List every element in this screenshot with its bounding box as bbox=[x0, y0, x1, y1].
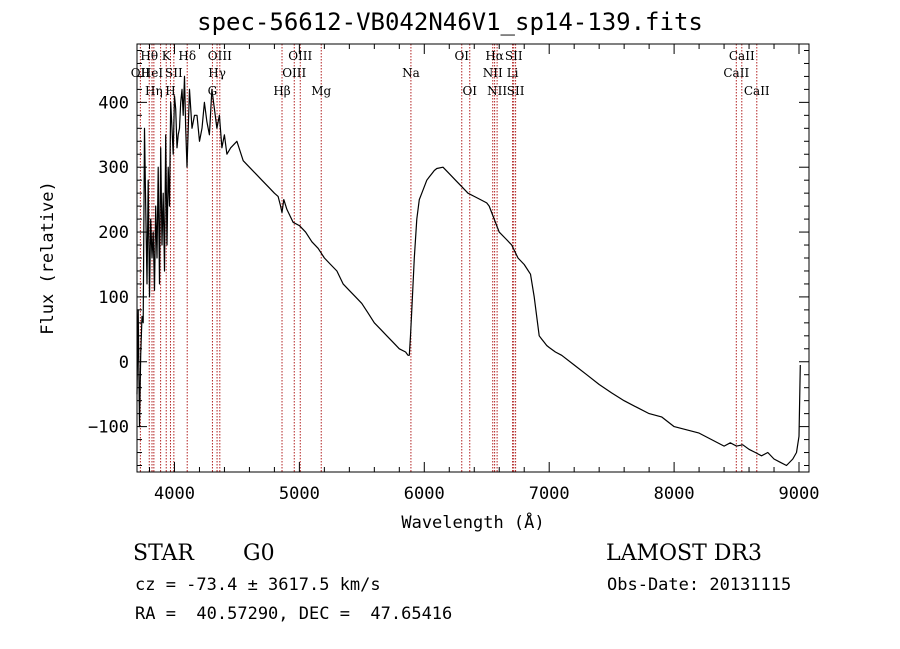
line-marker-label: CaII bbox=[744, 84, 770, 98]
line-marker-label: SII bbox=[505, 49, 523, 63]
chart-title: spec-56612-VB042N46V1_sp14-139.fits bbox=[197, 8, 703, 36]
line-marker-label: OIII bbox=[282, 66, 306, 80]
line-marker-label: OIII bbox=[288, 49, 312, 63]
line-marker-label: NII bbox=[487, 84, 507, 98]
y-tick-label: −100 bbox=[88, 418, 129, 438]
y-tick-label: 300 bbox=[98, 158, 129, 178]
series-layer bbox=[136, 75, 801, 467]
y-tick-label: 400 bbox=[98, 93, 129, 113]
line-marker-label: K bbox=[162, 49, 172, 63]
y-tick-label: 100 bbox=[98, 288, 129, 308]
line-marker-label: CaII bbox=[723, 66, 749, 80]
flux-series-line bbox=[136, 75, 801, 467]
x-tick-label: 9000 bbox=[779, 484, 820, 504]
y-axis-label: Flux (relative) bbox=[38, 181, 58, 335]
line-marker-label: Hδ bbox=[178, 49, 196, 63]
line-marker-label: OI bbox=[454, 49, 469, 63]
line-marker-label: SII bbox=[507, 84, 525, 98]
line-marker-labels: OIIHθHeIHηKHSIIHδGHγOIIIHβOIIIOIIIMgNaOI… bbox=[131, 49, 770, 98]
line-marker-label: OI bbox=[462, 84, 477, 98]
line-marker-label: Hθ bbox=[140, 49, 158, 63]
plot-frame bbox=[136, 43, 810, 473]
line-marker-label: Na bbox=[402, 66, 420, 80]
obs-date: Obs-Date: 20131115 bbox=[607, 575, 792, 595]
y-tick-label: 200 bbox=[98, 223, 129, 243]
line-marker-label: SII bbox=[165, 66, 183, 80]
line-marker-label: CaII bbox=[729, 49, 755, 63]
line-marker-label: OIII bbox=[208, 49, 232, 63]
x-tick-label: 5000 bbox=[279, 484, 320, 504]
line-marker-label: OII bbox=[131, 66, 151, 80]
line-marker-label: Li bbox=[507, 66, 519, 80]
survey-name: LAMOST DR3 bbox=[606, 541, 762, 566]
line-markers bbox=[139, 44, 758, 472]
axis-tick-labels: 4000 5000 6000 7000 8000 9000 −100 0 100 200 300 40… bbox=[88, 93, 819, 504]
x-tick-label: 7000 bbox=[529, 484, 570, 504]
coordinates: RA = 40.57290, DEC = 47.65416 bbox=[135, 604, 453, 624]
line-marker-label: Hη bbox=[145, 84, 163, 98]
star-subclass: G0 bbox=[243, 541, 275, 566]
line-marker-label: NII bbox=[483, 66, 503, 80]
line-marker-label: HeI bbox=[141, 66, 164, 80]
x-tick-label: 6000 bbox=[404, 484, 445, 504]
x-axis-label: Wavelength (Å) bbox=[401, 511, 544, 533]
y-tick-label: 0 bbox=[119, 353, 129, 373]
line-marker-label: Hγ bbox=[208, 66, 226, 80]
line-marker-label: Hβ bbox=[273, 84, 290, 98]
redshift-info: cz = -73.4 ± 3617.5 km/s bbox=[135, 575, 381, 595]
x-tick-label: 4000 bbox=[154, 484, 195, 504]
x-tick-label: 8000 bbox=[654, 484, 695, 504]
line-marker-label: Hα bbox=[485, 49, 504, 63]
axis-ticks bbox=[137, 44, 809, 472]
line-marker-label: H bbox=[165, 84, 175, 98]
star-class: STAR bbox=[133, 541, 194, 566]
line-marker-label: Mg bbox=[311, 84, 331, 98]
